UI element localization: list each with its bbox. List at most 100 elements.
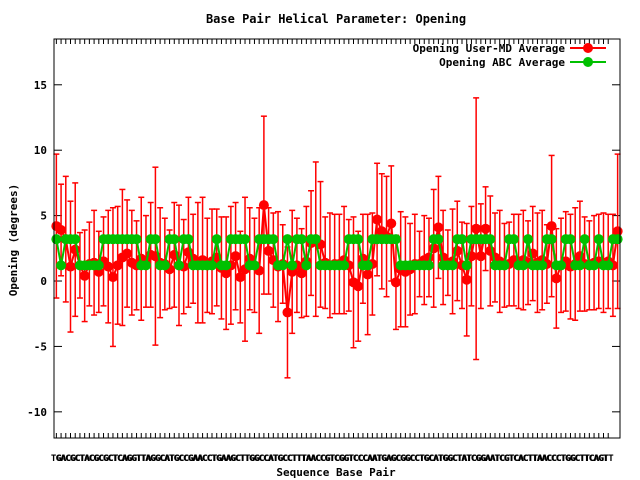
data-point-abc	[508, 234, 519, 245]
x-tick-label: GC	[230, 454, 241, 464]
data-point-abc	[579, 234, 590, 245]
x-tick-label: TC	[329, 454, 340, 464]
x-tick-label: TG	[211, 454, 222, 464]
x-tick-label: TC	[466, 454, 477, 464]
x-tick-label: TT	[579, 454, 590, 464]
data-point-abc	[268, 234, 279, 245]
x-tick-label: AC	[310, 454, 321, 464]
x-tick-label: CA	[513, 454, 524, 464]
y-axis-label: Opening (degrees)	[7, 184, 20, 297]
y-tick-label: 0	[40, 275, 47, 288]
data-point-abc	[353, 234, 364, 245]
data-point-abc	[207, 260, 218, 271]
x-tick-label: CC	[315, 454, 326, 464]
y-tick-label: 10	[34, 144, 47, 157]
x-tick-label: AG	[593, 454, 604, 464]
data-point-user-md	[56, 224, 67, 235]
x-tick-label: TT	[136, 454, 147, 464]
x-tick-label: TA	[141, 454, 152, 464]
x-tick-label: CC	[258, 454, 269, 464]
data-point-user-md	[258, 200, 269, 211]
x-tick-label: GA	[56, 454, 67, 464]
data-point-user-md	[79, 270, 90, 281]
x-tick-label: AG	[122, 454, 133, 464]
x-tick-label: GC	[93, 454, 104, 464]
x-tick-label: TC	[508, 454, 519, 464]
data-point-abc	[574, 260, 585, 271]
x-tick-label: TA	[301, 454, 312, 464]
x-tick-label: AA	[485, 454, 496, 464]
x-tick-label: AC	[197, 454, 208, 464]
data-point-user-md	[386, 218, 397, 229]
x-tick-label: CC	[409, 454, 420, 464]
data-point-abc	[523, 234, 534, 245]
x-tick-label: AG	[225, 454, 236, 464]
x-axis-label: Sequence Base Pair	[276, 466, 396, 479]
x-tick-label: GC	[570, 454, 581, 464]
x-tick-label: GG	[400, 454, 411, 464]
x-tick-label: TA	[457, 454, 468, 464]
x-tick-label: TG	[244, 454, 255, 464]
x-tick-label: TT	[603, 454, 614, 464]
data-point-abc	[565, 234, 576, 245]
x-tick-label: TG	[560, 454, 571, 464]
x-tick-label: CC	[178, 454, 189, 464]
data-point-user-md	[122, 248, 133, 259]
data-point-abc	[240, 234, 251, 245]
data-point-abc	[589, 260, 600, 271]
y-tick-label: -10	[27, 406, 47, 419]
x-tick-label: AA	[367, 454, 378, 464]
x-tick-label: CG	[334, 454, 345, 464]
x-tick-label: CT	[523, 454, 534, 464]
data-point-abc	[70, 234, 81, 245]
data-point-user-md	[471, 223, 482, 234]
data-point-abc	[301, 260, 312, 271]
x-tick-label: CC	[282, 454, 293, 464]
data-point-user-md	[461, 274, 472, 285]
data-point-user-md	[103, 261, 114, 272]
legend-label-abc: Opening ABC Average	[439, 56, 565, 69]
data-point-abc	[93, 260, 104, 271]
data-point-user-md	[296, 268, 307, 279]
data-point-user-md	[475, 251, 486, 262]
x-tick-label: AG	[145, 454, 156, 464]
data-point-abc	[140, 260, 151, 271]
y-tick-label: 15	[34, 79, 47, 92]
data-point-abc	[603, 260, 614, 271]
data-point-abc	[362, 260, 373, 271]
x-tick-label: AT	[433, 454, 444, 464]
data-point-user-md	[353, 281, 364, 292]
data-point-abc	[433, 234, 444, 245]
data-point-abc	[499, 260, 510, 271]
x-tick-label: CT	[414, 454, 425, 464]
x-tick-label: GG	[126, 454, 137, 464]
x-tick-label: TC	[494, 454, 505, 464]
data-point-abc	[390, 234, 401, 245]
legend: Opening User-MD Average Opening ABC Aver…	[413, 42, 606, 69]
x-tick-label: AA	[192, 454, 203, 464]
data-point-abc	[169, 234, 180, 245]
chart-title: Base Pair Helical Parameter: Opening	[206, 12, 466, 26]
x-tick-label: AC	[60, 454, 71, 464]
data-point-abc	[339, 260, 350, 271]
x-tick-label: CG	[395, 454, 406, 464]
x-tick-label: AC	[541, 454, 552, 464]
data-point-abc	[546, 234, 557, 245]
x-tick-label: TG	[169, 454, 180, 464]
x-tick-label: TT	[296, 454, 307, 464]
x-tick-label: GT	[131, 454, 142, 464]
y-axis-ticks: -10 -5 0 5 10 15	[27, 79, 620, 419]
x-tick-label: TA	[532, 454, 543, 464]
x-tick-label: CA	[589, 454, 600, 464]
data-point-user-md	[65, 261, 76, 272]
legend-label-user-md: Opening User-MD Average	[413, 42, 566, 55]
data-point-user-md	[390, 277, 401, 288]
data-point-user-md	[433, 222, 444, 233]
x-tick-label: GC	[277, 454, 288, 464]
data-point-abc	[518, 260, 529, 271]
x-tick-label: CA	[263, 454, 274, 464]
data-point-abc	[593, 234, 604, 245]
data-point-abc	[150, 234, 161, 245]
data-point-abc	[296, 234, 307, 245]
x-tick-label: TG	[419, 454, 430, 464]
